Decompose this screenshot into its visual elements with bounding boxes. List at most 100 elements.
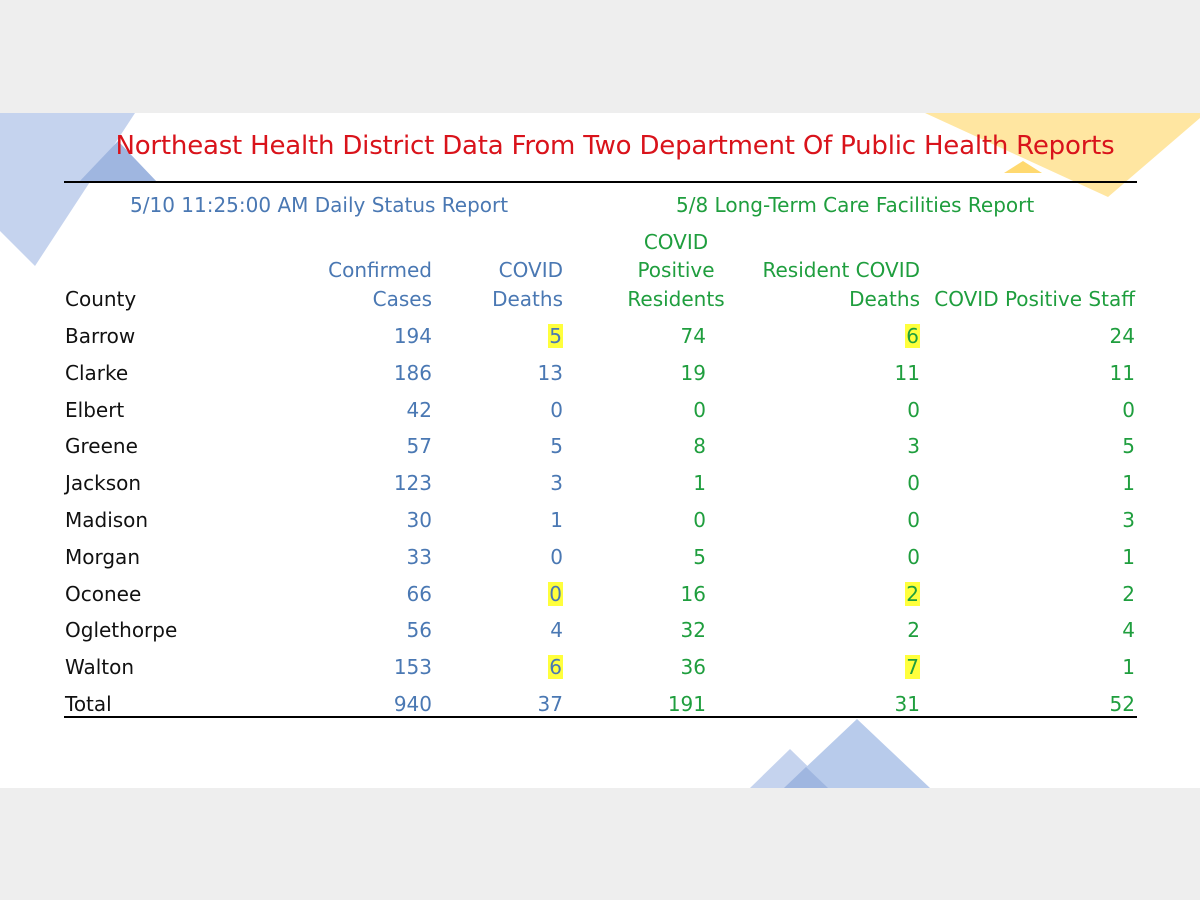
bottom-divider: [64, 716, 1137, 718]
deaths-value-highlighted: 5: [548, 324, 563, 348]
table-row-staff-cell: 4: [1122, 616, 1135, 644]
header-resident-deaths-line-1: Resident COVID: [762, 258, 921, 282]
daily-report-label: 5/10 11:25:00 AM Daily Status Report: [130, 193, 509, 217]
table-row-staff-cell: 1: [1122, 653, 1135, 681]
table-row-staff-cell: 3: [1122, 506, 1135, 534]
table-row-resident-deaths-cell: 2: [907, 616, 920, 644]
table-row-staff-cell: 24: [1110, 322, 1135, 350]
table-row-staff-cell: 5: [1122, 432, 1135, 460]
table-row-staff-cell: 1: [1122, 543, 1135, 571]
staff-value: 24: [1109, 324, 1135, 348]
confirmed-value: 66: [406, 581, 432, 606]
staff-value: 1: [1122, 655, 1135, 680]
county-value: Madison: [65, 508, 149, 532]
table-row-residents-cell: 0: [693, 506, 706, 534]
resident-deaths-value: 2: [907, 618, 920, 643]
deco-triangle-top-left-small: [78, 141, 158, 183]
county-value: Clarke: [65, 360, 129, 385]
table-row-deaths-cell: 0: [550, 396, 563, 424]
resident-deaths-value: 0: [907, 508, 920, 532]
staff-value: 11: [1109, 360, 1135, 385]
ltc-report-label: 5/8 Long-Term Care Facilities Report: [676, 193, 1035, 217]
confirmed-value: 33: [406, 544, 432, 569]
decorative-triangles: [0, 113, 1200, 788]
top-divider: [64, 181, 1137, 183]
table-row-deaths-cell: 5: [550, 432, 563, 460]
table-row-resident-deaths-cell: 0: [907, 469, 920, 497]
table-row-staff-cell: 1: [1122, 469, 1135, 497]
county-value: Jackson: [65, 471, 142, 496]
total-row-confirmed-cell: 940: [394, 690, 432, 718]
total-row-resident-deaths-cell: 31: [895, 690, 920, 718]
header-confirmed-line-2: Cases: [372, 286, 432, 311]
deaths-value: 0: [550, 397, 563, 422]
deaths-value: 37: [537, 692, 563, 716]
residents-value: 19: [680, 360, 706, 385]
residents-value: 1: [693, 471, 706, 496]
table-row-residents-cell: 5: [693, 543, 706, 571]
header-residents-line-2: Positive: [637, 258, 715, 282]
table-row-resident-deaths-cell: 11: [895, 359, 920, 387]
table-row-county-cell: Madison: [65, 506, 148, 534]
total-row-residents-cell: 191: [668, 690, 706, 718]
slide: Northeast Health District Data From Two …: [0, 113, 1200, 788]
table-row-residents-cell: 0: [693, 396, 706, 424]
deco-triangle-top-left: [0, 113, 135, 266]
resident-deaths-value: 0: [907, 544, 920, 569]
table-row-residents-cell: 19: [681, 359, 706, 387]
confirmed-value: 940: [393, 692, 432, 716]
deco-triangle-bottom-large: [784, 719, 930, 788]
header-deaths-line-2: Deaths: [492, 286, 563, 311]
table-row-confirmed-cell: 57: [407, 432, 432, 460]
deaths-value: 0: [550, 544, 563, 569]
confirmed-value: 186: [393, 360, 432, 385]
table-row-deaths-cell: 13: [538, 359, 563, 387]
deco-triangle-top-right-small: [1004, 161, 1042, 173]
table-row-residents-cell: 74: [681, 322, 706, 350]
table-row-county-cell: Oconee: [65, 580, 141, 608]
header-confirmed-line-1: Confirmed: [328, 258, 432, 282]
table-row-staff-cell: 0: [1122, 396, 1135, 424]
residents-value: 16: [680, 581, 706, 606]
staff-value: 5: [1122, 434, 1135, 459]
residents-value: 36: [680, 655, 706, 680]
deaths-value: 13: [537, 360, 563, 385]
total-row-deaths-cell: 37: [538, 690, 563, 718]
table-row-county-cell: Barrow: [65, 322, 135, 350]
table-row-resident-deaths-cell: 6: [905, 322, 920, 350]
table-row-confirmed-cell: 123: [394, 469, 432, 497]
resident-deaths-value: 3: [907, 434, 920, 459]
resident-deaths-value-highlighted: 7: [905, 655, 920, 680]
table-row-deaths-cell: 0: [548, 580, 563, 608]
deaths-value-highlighted: 6: [548, 655, 563, 680]
table-row-deaths-cell: 3: [550, 469, 563, 497]
table-row-deaths-cell: 6: [548, 653, 563, 681]
confirmed-value: 30: [406, 508, 432, 532]
table-row-resident-deaths-cell: 2: [905, 580, 920, 608]
table-row-deaths-cell: 0: [550, 543, 563, 571]
residents-value: 8: [693, 434, 706, 459]
header-resident-deaths-line-2: Deaths: [849, 286, 920, 311]
table-row-deaths-cell: 1: [550, 506, 563, 534]
table-row-confirmed-cell: 186: [394, 359, 432, 387]
deco-triangle-top-right: [925, 113, 1200, 197]
deaths-value: 5: [550, 434, 563, 459]
staff-value: 52: [1109, 692, 1135, 716]
table-row-county-cell: Elbert: [65, 396, 124, 424]
county-value: Barrow: [65, 324, 136, 348]
residents-value: 5: [693, 544, 706, 569]
table-row-confirmed-cell: 42: [407, 396, 432, 424]
header-staff-line-1: COVID Positive Staff: [934, 286, 1135, 311]
table-row-resident-deaths-cell: 0: [907, 543, 920, 571]
staff-value: 0: [1122, 397, 1135, 422]
deaths-value: 1: [550, 508, 563, 532]
header-residents-line-3: Residents: [627, 286, 725, 311]
deaths-value-highlighted: 0: [548, 581, 563, 606]
staff-value: 2: [1122, 581, 1135, 606]
table-row-resident-deaths-cell: 3: [907, 432, 920, 460]
deaths-value: 4: [550, 618, 563, 643]
residents-value: 0: [693, 508, 706, 532]
table-row-confirmed-cell: 153: [394, 653, 432, 681]
table-row-county-cell: Oglethorpe: [65, 616, 177, 644]
table-row-residents-cell: 32: [681, 616, 706, 644]
